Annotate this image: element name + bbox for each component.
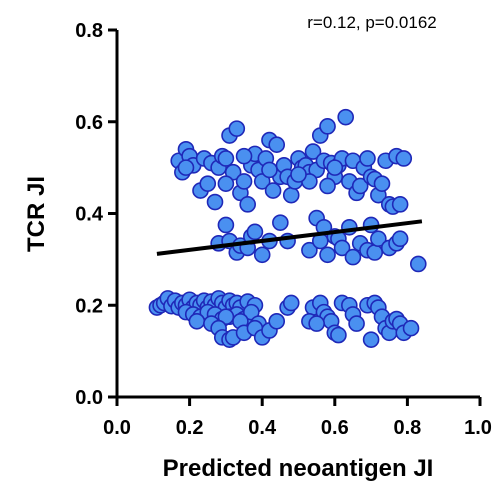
data-point xyxy=(337,108,354,126)
data-point xyxy=(319,177,336,195)
y-tick-label: 0.0 xyxy=(75,387,103,409)
fit-line-layer xyxy=(156,219,423,256)
data-point xyxy=(290,166,307,183)
x-tick-label: 0.0 xyxy=(103,417,131,439)
data-point xyxy=(308,315,325,332)
data-point xyxy=(351,177,369,195)
data-point xyxy=(217,216,235,234)
data-point xyxy=(261,161,278,179)
y-tick-label: 0.6 xyxy=(75,112,103,134)
data-point xyxy=(330,326,347,344)
x-tick-label: 0.8 xyxy=(393,417,421,439)
x-tick-label: 0.2 xyxy=(176,417,204,439)
data-point xyxy=(319,118,336,135)
data-point xyxy=(366,244,384,261)
data-point xyxy=(348,315,365,332)
data-point xyxy=(246,223,264,241)
x-tick-label: 0.6 xyxy=(321,417,349,439)
data-point xyxy=(362,331,380,348)
data-point xyxy=(272,214,289,231)
data-point xyxy=(188,313,206,330)
data-point xyxy=(319,246,336,264)
x-axis-title: Predicted neoantigen JI xyxy=(163,455,434,482)
data-point xyxy=(301,241,318,259)
data-point xyxy=(373,175,391,192)
data-point xyxy=(282,294,300,312)
data-point xyxy=(239,196,256,213)
y-tick-label: 0.8 xyxy=(75,20,103,42)
x-tick-label: 0.4 xyxy=(248,417,277,439)
data-point xyxy=(235,173,253,190)
data-points xyxy=(148,108,427,348)
data-point xyxy=(264,182,282,199)
data-point xyxy=(391,230,409,248)
data-point xyxy=(217,150,235,167)
data-point xyxy=(391,196,409,213)
data-point xyxy=(177,159,195,176)
y-tick-label: 0.4 xyxy=(75,204,104,226)
data-point xyxy=(282,186,300,204)
y-axis-ticks: 0.0 0.2 0.4 0.6 0.8 xyxy=(75,20,117,409)
data-point xyxy=(304,143,322,160)
data-point xyxy=(326,159,344,176)
data-point xyxy=(268,136,286,153)
y-axis-title: TCR JI xyxy=(23,176,50,252)
data-point xyxy=(217,175,235,192)
data-point xyxy=(333,239,351,257)
data-point xyxy=(206,193,224,211)
data-point xyxy=(235,147,253,165)
y-tick-label: 0.2 xyxy=(75,295,103,317)
data-point xyxy=(344,248,362,266)
data-point xyxy=(395,150,413,167)
data-point xyxy=(370,230,387,248)
data-point xyxy=(409,255,427,273)
data-point xyxy=(228,120,246,137)
data-point xyxy=(268,313,286,330)
x-axis-ticks: 0.0 0.2 0.4 0.6 0.8 1.0 xyxy=(103,397,492,439)
regression-line xyxy=(156,219,423,256)
data-point xyxy=(359,150,376,167)
data-point xyxy=(402,319,420,337)
x-tick-label: 1.0 xyxy=(464,417,492,439)
data-point xyxy=(199,175,217,192)
correlation-annotation: r=0.12, p=0.0162 xyxy=(307,13,437,32)
data-point xyxy=(253,246,271,264)
